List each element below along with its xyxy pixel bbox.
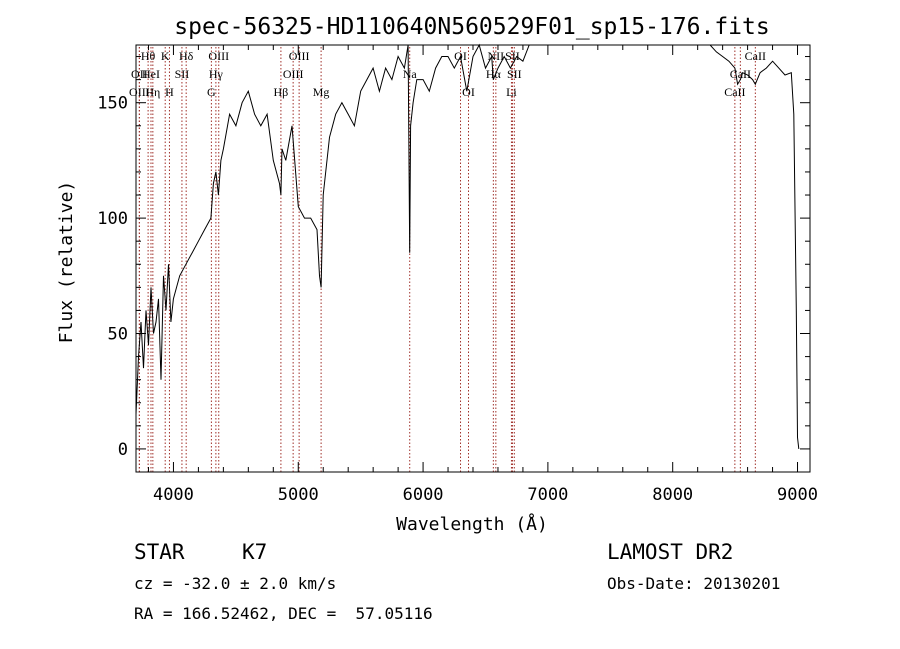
line-markers xyxy=(138,47,756,472)
object-type: STAR xyxy=(134,540,185,564)
x-tick-label: 8000 xyxy=(652,485,693,505)
y-tick-label: 150 xyxy=(97,94,128,114)
line-marker-label: Hβ xyxy=(274,85,289,99)
line-marker-label: SII xyxy=(505,49,520,63)
y-tick-label: 0 xyxy=(118,440,128,460)
redshift-value: cz = -32.0 ± 2.0 km/s xyxy=(134,574,337,593)
x-tick-label: 5000 xyxy=(278,485,319,505)
x-tick-label: 6000 xyxy=(403,485,444,505)
x-tick-label: 9000 xyxy=(777,485,818,505)
line-marker-label: Hη xyxy=(145,85,160,99)
line-marker-label: Hθ xyxy=(141,49,156,63)
line-marker-label: G xyxy=(207,85,216,99)
line-marker-label: OIII xyxy=(129,85,150,99)
line-marker-label: Na xyxy=(403,67,418,81)
x-axis-ticks: 4000 5000 6000 7000 8000 9000 xyxy=(147,45,818,505)
line-marker-label: OIII xyxy=(283,67,304,81)
y-tick-label: 50 xyxy=(108,325,128,345)
observation-date: Obs-Date: 20130201 xyxy=(607,574,781,593)
line-marker-label: CaII xyxy=(745,49,766,63)
line-marker-label: CaII xyxy=(724,85,745,99)
x-tick-label: 4000 xyxy=(153,485,194,505)
y-axis-label: Flux (relative) xyxy=(56,181,77,344)
plot-frame xyxy=(135,44,811,473)
y-tick-label: 100 xyxy=(97,209,128,229)
line-marker-label: Hδ xyxy=(179,49,194,63)
line-marker-label: Hγ xyxy=(209,67,224,81)
line-marker-label: Mg xyxy=(313,85,330,99)
line-marker-label: OII xyxy=(131,67,148,81)
spectral-class: K7 xyxy=(242,540,268,564)
spectrum-line xyxy=(135,43,800,449)
line-marker-label: Li xyxy=(506,85,517,99)
line-marker-label: OI xyxy=(462,85,475,99)
line-marker-label: K xyxy=(161,49,170,63)
line-marker-label: SII xyxy=(175,67,190,81)
line-marker-label: HeI xyxy=(142,67,160,81)
chart-title: spec-56325-HD110640N560529F01_sp15-176.f… xyxy=(174,14,769,40)
line-marker-label: OIII xyxy=(289,49,310,63)
x-axis-label: Wavelength (Å) xyxy=(396,513,548,535)
x-tick-label: 7000 xyxy=(527,485,568,505)
survey-name: LAMOST DR2 xyxy=(607,540,734,564)
line-marker-label: Hα xyxy=(486,67,502,81)
coordinates: RA = 166.52462, DEC = 57.05116 xyxy=(134,604,433,623)
line-marker-label: OIII xyxy=(208,49,229,63)
line-marker-label: SII xyxy=(507,67,522,81)
line-marker-label: H xyxy=(165,85,174,99)
y-axis-ticks: 0 50 100 150 xyxy=(97,56,810,473)
